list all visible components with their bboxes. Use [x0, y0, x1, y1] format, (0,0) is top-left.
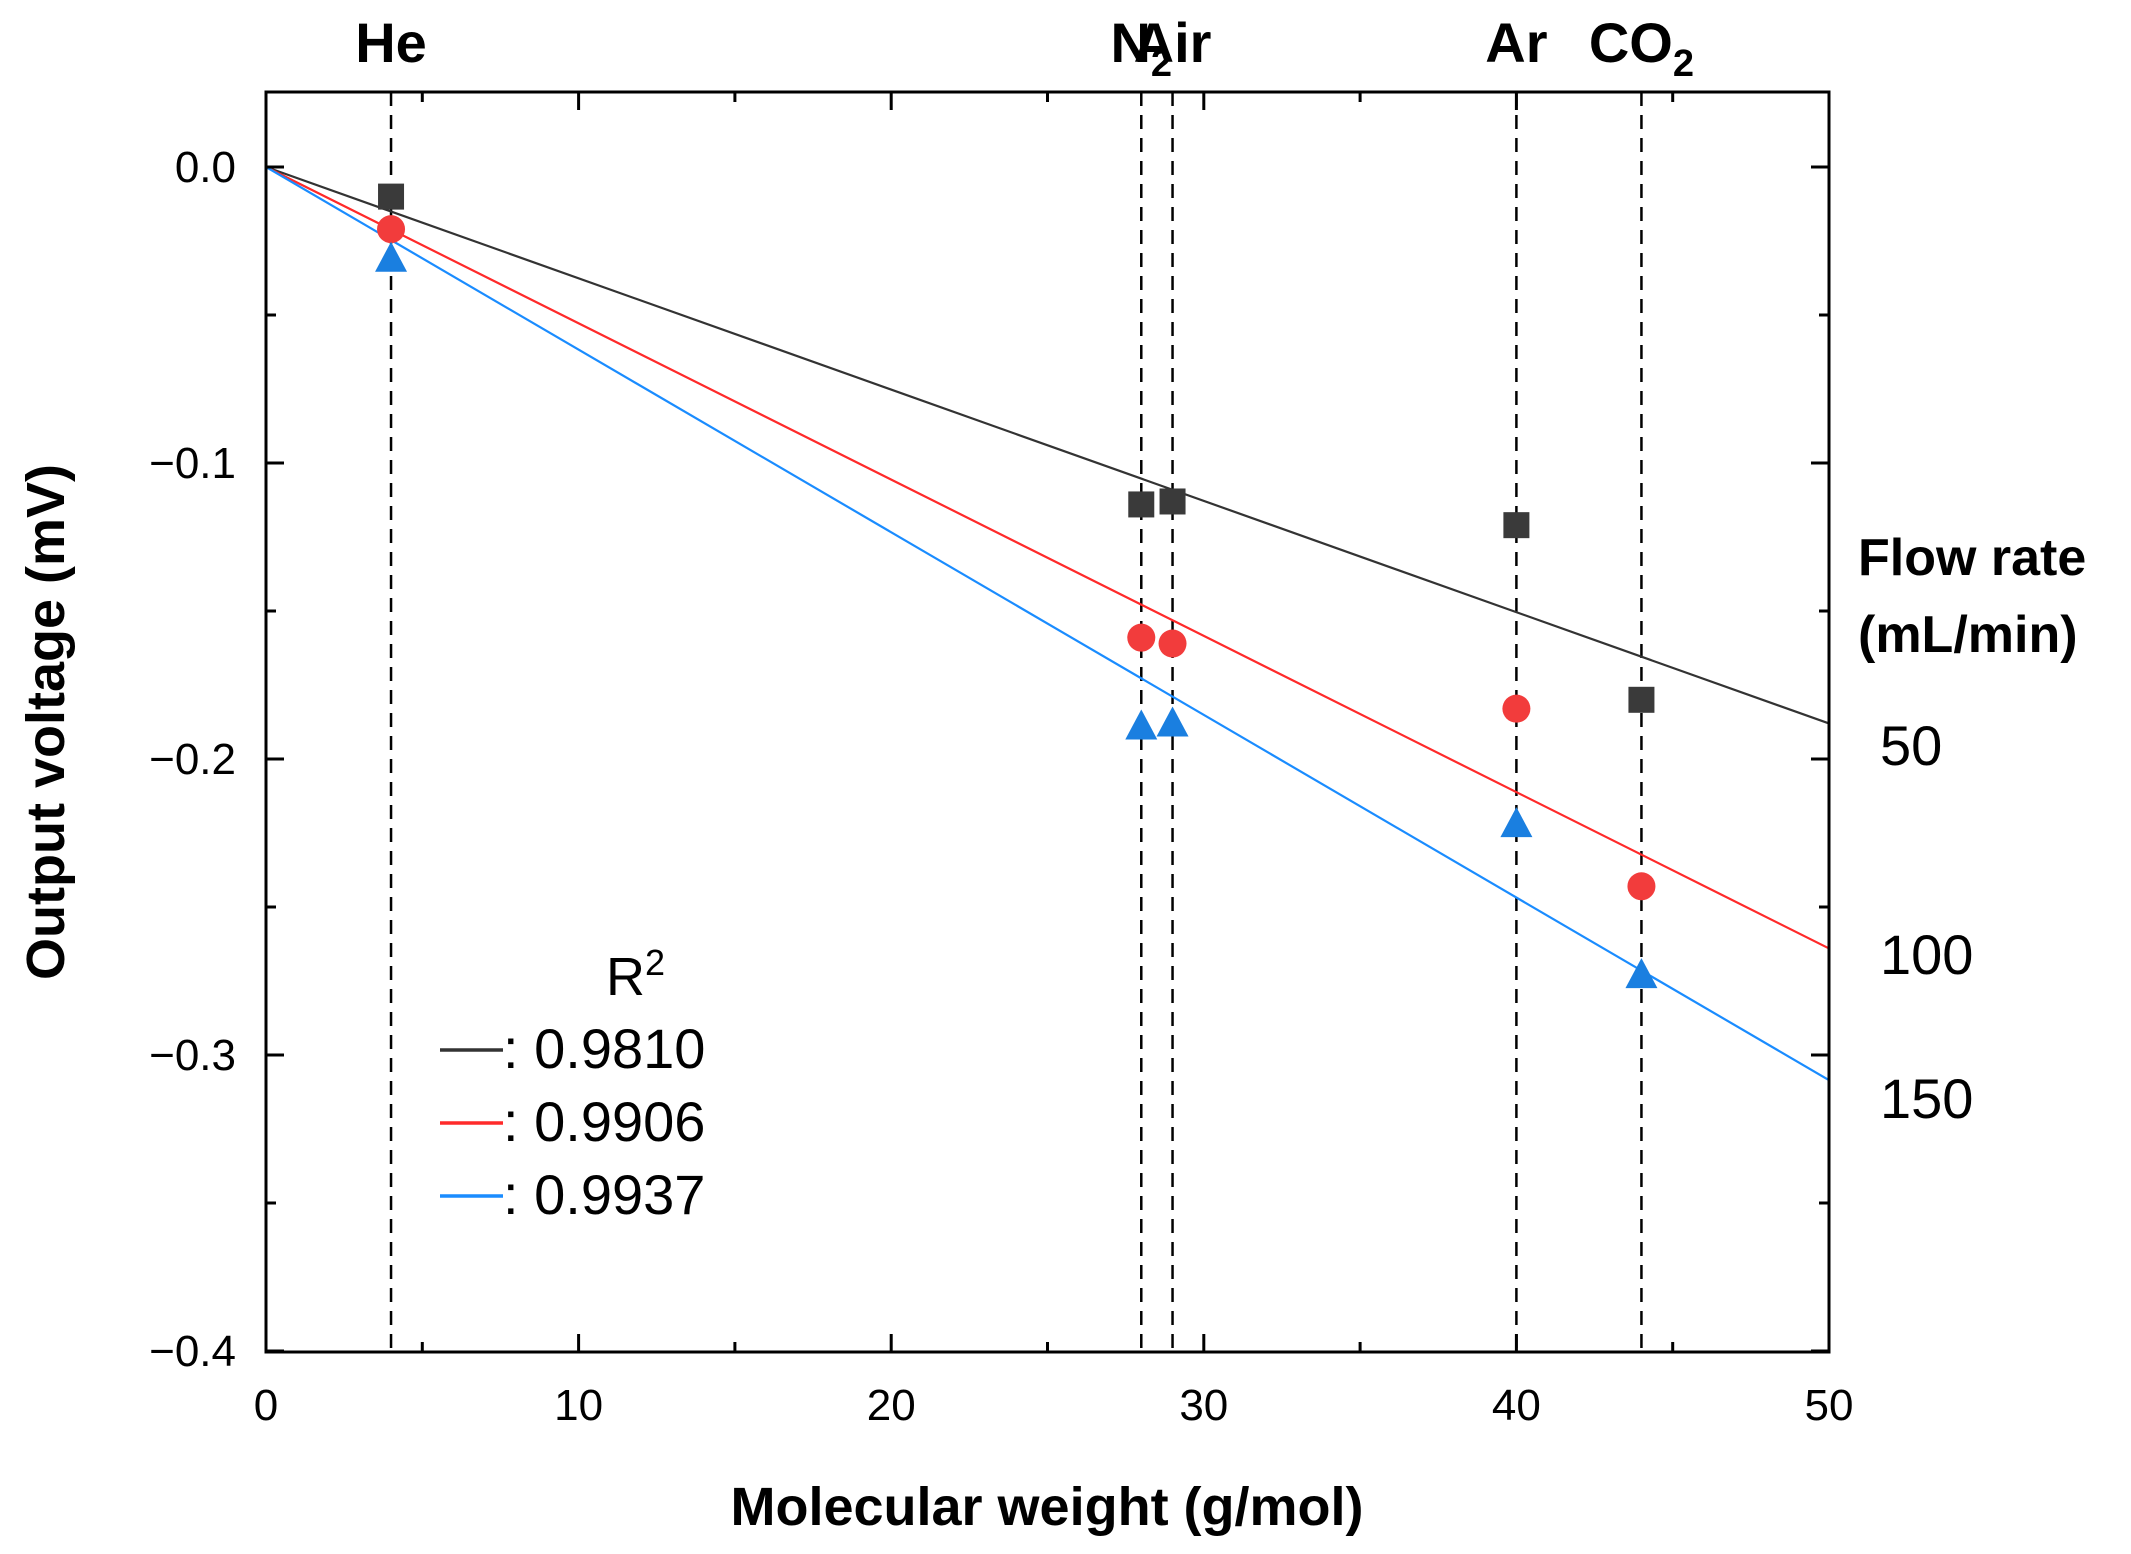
data-point-s1-3 — [1503, 512, 1530, 539]
axis-ticks: 0 10 20 30 40 50 0.0 −0.1 −0.2 −0.3 −0.4 — [149, 92, 1853, 1430]
legend-title-r: R — [606, 947, 645, 1007]
gas-label-he: He — [355, 11, 427, 74]
y-tick-label: −0.4 — [149, 1327, 236, 1376]
x-tick-label: 40 — [1492, 1381, 1541, 1430]
flow-rate-title-line1: Flow rate — [1858, 529, 2086, 587]
data-point-s2-2 — [1158, 629, 1187, 658]
x-axis-title: Molecular weight (g/mol) — [730, 1477, 1363, 1537]
fit-line-series-3 — [266, 166, 1829, 1082]
flow-rate-value-50: 50 — [1880, 714, 1942, 777]
legend-r2-series-3: : 0.9937 — [503, 1163, 705, 1226]
data-point-s1-2 — [1159, 488, 1186, 515]
gas-label-co: CO2 — [1589, 11, 1694, 85]
flow-rate-value-100: 100 — [1880, 923, 1973, 986]
legend: : 0.9810 : 0.9906 : 0.9937 — [440, 1017, 705, 1226]
x-tick-label: 20 — [867, 1381, 916, 1430]
data-point-s3-4 — [1625, 958, 1658, 989]
data-point-s2-4 — [1627, 872, 1656, 901]
flow-rate-values: 50 100 150 — [1880, 714, 1973, 1130]
fit-line-series-2 — [266, 166, 1829, 950]
legend-r2-series-1: : 0.9810 — [503, 1017, 705, 1080]
fit-line-series-1 — [266, 165, 1829, 725]
fit-lines — [266, 165, 1829, 1082]
y-tick-label: 0.0 — [175, 143, 236, 192]
data-point-s2-0 — [377, 215, 406, 244]
data-point-s1-1 — [1128, 491, 1155, 518]
flow-rate-value-150: 150 — [1880, 1067, 1973, 1130]
gas-label-n: N2 — [1110, 11, 1172, 85]
data-point-s2-1 — [1127, 623, 1156, 652]
data-point-s3-1 — [1125, 709, 1158, 740]
x-tick-label: 0 — [254, 1381, 278, 1430]
y-tick-label: −0.1 — [149, 439, 236, 488]
data-point-s3-2 — [1156, 706, 1189, 737]
legend-title: R2 — [606, 942, 665, 1007]
y-tick-label: −0.2 — [149, 735, 236, 784]
flow-rate-title-line2: (mL/min) — [1858, 606, 2078, 664]
data-point-s1-0 — [378, 183, 405, 210]
gas-label-air: Air — [1134, 11, 1212, 74]
legend-title-sup: 2 — [645, 942, 665, 983]
gas-label-ar: Ar — [1485, 11, 1547, 74]
x-tick-label: 50 — [1805, 1381, 1854, 1430]
y-tick-label: −0.3 — [149, 1031, 236, 1080]
x-tick-label: 10 — [554, 1381, 603, 1430]
legend-r2-series-2: : 0.9906 — [503, 1090, 705, 1153]
data-point-s3-3 — [1500, 807, 1533, 838]
y-axis-title: Output voltage (mV) — [16, 464, 76, 980]
data-point-s2-3 — [1502, 694, 1531, 723]
data-point-s1-4 — [1628, 686, 1655, 713]
x-tick-label: 30 — [1179, 1381, 1228, 1430]
data-points — [375, 183, 1658, 989]
plot-frame — [264, 90, 1831, 1354]
data-point-s3-0 — [375, 241, 408, 272]
